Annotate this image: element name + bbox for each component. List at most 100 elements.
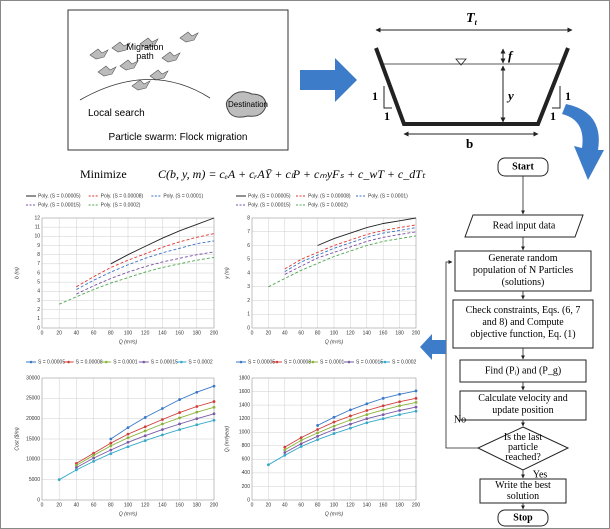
x-tick-label: 180 (193, 502, 202, 508)
data-point (109, 438, 112, 441)
data-point (382, 417, 385, 420)
data-point (300, 436, 303, 439)
data-point (213, 412, 216, 415)
x-tick-label: 140 (158, 330, 167, 336)
x-tick-label: 80 (315, 502, 321, 508)
data-point (283, 448, 286, 451)
data-point (398, 404, 401, 407)
data-point (415, 397, 418, 400)
x-tick-label: 200 (210, 502, 219, 508)
data-point (365, 417, 368, 420)
legend-marker (105, 361, 108, 364)
data-point (161, 434, 164, 437)
y-tick-label: 5000 (29, 477, 40, 483)
y-tick-label: 3 (247, 284, 250, 290)
x-tick-label: 60 (298, 502, 304, 508)
y-tick-label: 4 (247, 270, 250, 276)
data-point (161, 423, 164, 426)
x-tick-label: 140 (158, 502, 167, 508)
slope-vertical: 1 (372, 89, 378, 103)
data-point (195, 391, 198, 394)
data-point (382, 413, 385, 416)
y-axis-label: b (m) (14, 267, 20, 279)
data-point (127, 445, 130, 448)
data-point (109, 449, 112, 452)
data-point (109, 452, 112, 455)
y-tick-label: 6 (247, 243, 250, 249)
legend-label: Poly. (S = 0.00008) (101, 193, 144, 199)
y-axis-label: Qₗ (m³/year) (224, 425, 230, 452)
data-point (144, 425, 147, 428)
objective-formula: C(b, y, m) = cₑA + cᵣAȲ + cₗP + cₘyFₛ + … (158, 167, 426, 181)
swarm-panel: Migrationpath Local search Destination P… (68, 10, 288, 150)
x-tick-label: 0 (251, 502, 254, 508)
flow-line: (solutions) (502, 277, 545, 288)
x-tick-label: 120 (346, 330, 355, 336)
no-label: No (454, 414, 466, 425)
x-tick-label: 0 (41, 502, 44, 508)
y-tick-label: 7 (37, 261, 40, 267)
y-tick-label: 600 (242, 457, 251, 463)
data-point (398, 393, 401, 396)
y-tick-label: 1800 (239, 375, 250, 381)
x-tick-label: 160 (175, 502, 184, 508)
data-point (398, 400, 401, 403)
y-tick-label: 7 (247, 229, 250, 235)
y-tick-label: 3 (37, 298, 40, 304)
y-tick-label: 1200 (239, 416, 250, 422)
data-point (144, 416, 147, 419)
x-axis-label: Q (m³/s) (119, 339, 138, 345)
legend-label: S = 0.0002 (188, 359, 213, 365)
figure: Migrationpath Local search Destination P… (0, 0, 610, 529)
flow-text: Find (Pᵢ) and (P_g) (485, 365, 561, 376)
data-point (283, 446, 286, 449)
legend-label: Poly. (S = 0.00005) (248, 193, 291, 199)
data-point (316, 435, 319, 438)
y-tick-label: 5 (37, 279, 40, 285)
objective-label: Minimize (80, 167, 127, 181)
legend-marker (384, 361, 387, 364)
y-tick-label: 6 (37, 270, 40, 276)
data-point (365, 421, 368, 424)
y-tick-label: 800 (242, 443, 251, 449)
x-axis-label: Q (m³/s) (119, 511, 138, 517)
x-tick-label: 120 (346, 502, 355, 508)
legend-label: Poly. (S = 0.0001) (163, 193, 203, 199)
legend-label: Poly. (S = 0.00005) (38, 193, 81, 199)
legend-label: S = 0.00008 (284, 359, 311, 365)
x-tick-label: 60 (91, 502, 97, 508)
data-point (415, 410, 418, 413)
x-tick-label: 20 (56, 330, 62, 336)
x-tick-label: 80 (315, 330, 321, 336)
data-point (144, 434, 147, 437)
y-axis-label: y (m) (224, 267, 230, 280)
data-point (178, 411, 181, 414)
x-tick-label: 180 (395, 330, 404, 336)
data-point (365, 402, 368, 405)
y-tick-label: 9 (37, 243, 40, 249)
data-point (92, 457, 95, 460)
x-axis-label: Q (m³/s) (325, 339, 344, 345)
legend-marker (348, 361, 351, 364)
base-width: b (466, 136, 473, 151)
data-point (161, 407, 164, 410)
data-point (127, 433, 130, 436)
x-tick-label: 200 (412, 330, 421, 336)
x-tick-label: 120 (141, 502, 150, 508)
data-point (349, 423, 352, 426)
x-tick-label: 20 (266, 330, 272, 336)
y-tick-label: 15000 (26, 436, 40, 442)
data-point (127, 426, 130, 429)
y-tick-label: 5 (247, 257, 250, 263)
flow-line: Generate random (488, 253, 557, 264)
legend-marker (276, 361, 279, 364)
data-point (300, 439, 303, 442)
data-point (213, 406, 216, 409)
data-point (92, 454, 95, 457)
flow-line: population of N Particles (473, 265, 573, 276)
x-tick-label: 120 (141, 330, 150, 336)
data-point (195, 405, 198, 408)
data-point (283, 451, 286, 454)
x-tick-label: 160 (175, 330, 184, 336)
flow-text: Is the lastparticlereached? (504, 432, 543, 463)
